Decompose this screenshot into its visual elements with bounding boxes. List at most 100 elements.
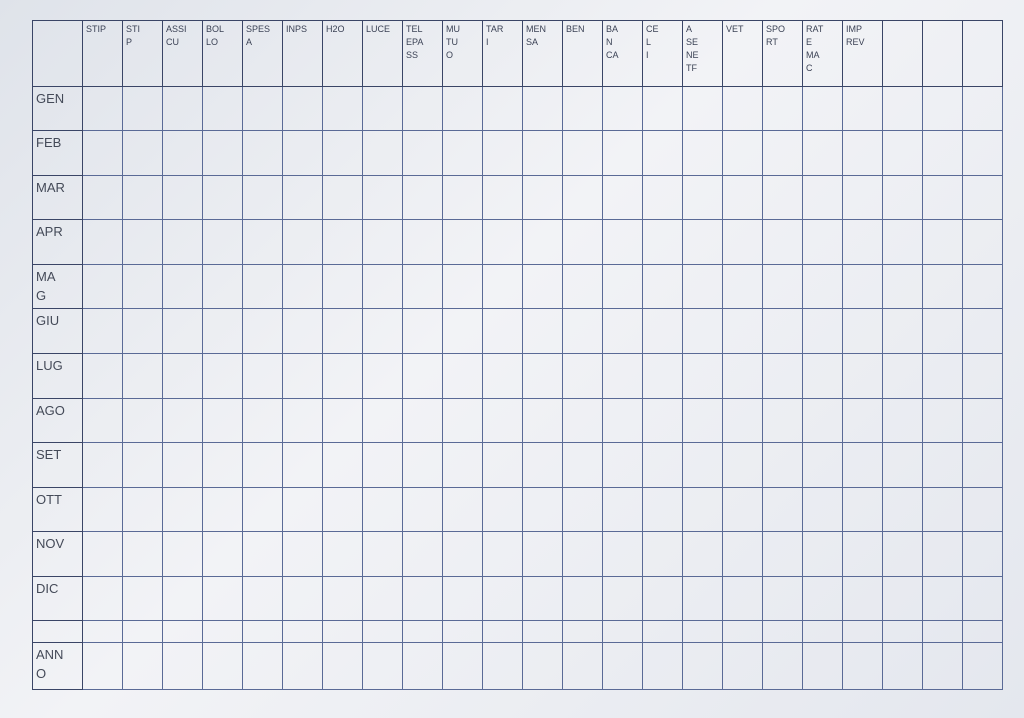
table-cell: [202, 397, 243, 444]
table-cell: [162, 531, 203, 577]
table-cell: [762, 575, 803, 622]
table-cell: [522, 642, 563, 690]
table-cell: [442, 130, 483, 176]
column-header: BEN: [562, 20, 603, 87]
table-cell: [722, 308, 763, 354]
column-header: INPS: [282, 20, 323, 87]
table-cell: [202, 130, 243, 176]
table-cell: [442, 642, 483, 690]
table-cell: [442, 174, 483, 221]
table-row: [32, 620, 1003, 644]
table-cell: [882, 531, 923, 577]
column-header: STIP: [82, 20, 123, 87]
column-header: MU TU O: [442, 20, 483, 87]
table-cell: [922, 531, 963, 577]
table-cell: [842, 642, 883, 690]
table-cell: [522, 352, 563, 399]
table-cell: [562, 531, 603, 577]
table-cell: [602, 397, 643, 444]
table-row: APR: [32, 219, 1003, 265]
column-header: BA N CA: [602, 20, 643, 87]
table-cell: [682, 442, 723, 488]
table-cell: [122, 531, 163, 577]
row-label: GEN: [32, 85, 83, 132]
table-cell: [642, 486, 683, 533]
table-cell: [162, 263, 203, 310]
table-row: MA G: [32, 263, 1003, 310]
table-cell: [402, 219, 443, 265]
table-cell: [802, 352, 843, 399]
table-cell: [802, 642, 843, 690]
table-cell: [722, 531, 763, 577]
table-cell: [762, 130, 803, 176]
table-cell: [882, 486, 923, 533]
table-cell: [842, 620, 883, 644]
table-cell: [122, 620, 163, 644]
table-cell: [882, 397, 923, 444]
table-cell: [522, 263, 563, 310]
table-cell: [802, 130, 843, 176]
table-cell: [122, 263, 163, 310]
table-cell: [522, 130, 563, 176]
table-cell: [82, 219, 123, 265]
table-cell: [522, 575, 563, 622]
table-cell: [482, 85, 523, 132]
table-cell: [402, 442, 443, 488]
table-cell: [722, 442, 763, 488]
table-cell: [82, 642, 123, 690]
table-cell: [162, 130, 203, 176]
table-cell: [682, 642, 723, 690]
row-label: OTT: [32, 486, 83, 533]
table-cell: [762, 85, 803, 132]
table-cell: [122, 486, 163, 533]
table-cell: [282, 442, 323, 488]
table-cell: [762, 486, 803, 533]
table-cell: [682, 575, 723, 622]
table-cell: [482, 642, 523, 690]
table-cell: [962, 620, 1003, 644]
table-cell: [602, 85, 643, 132]
column-header: SPES A: [242, 20, 283, 87]
table-cell: [402, 85, 443, 132]
table-cell: [842, 397, 883, 444]
table-cell: [602, 130, 643, 176]
row-label: AGO: [32, 397, 83, 444]
table-cell: [202, 531, 243, 577]
table-cell: [762, 219, 803, 265]
table-cell: [82, 174, 123, 221]
table-cell: [282, 85, 323, 132]
table-cell: [442, 575, 483, 622]
table-cell: [162, 219, 203, 265]
table-cell: [562, 85, 603, 132]
table-cell: [562, 642, 603, 690]
table-cell: [962, 85, 1003, 132]
table-cell: [762, 174, 803, 221]
table-cell: [402, 620, 443, 644]
table-cell: [482, 620, 523, 644]
table-cell: [682, 531, 723, 577]
table-cell: [722, 575, 763, 622]
table-row: SET: [32, 442, 1003, 488]
table-cell: [642, 308, 683, 354]
table-row: NOV: [32, 531, 1003, 577]
table-cell: [802, 575, 843, 622]
table-cell: [762, 531, 803, 577]
row-label: LUG: [32, 352, 83, 399]
table-row: OTT: [32, 486, 1003, 533]
table-cell: [282, 397, 323, 444]
table-cell: [962, 486, 1003, 533]
table-cell: [82, 531, 123, 577]
table-cell: [682, 352, 723, 399]
column-header: A SE NE TF: [682, 20, 723, 87]
table-cell: [82, 85, 123, 132]
table-cell: [882, 130, 923, 176]
table-cell: [282, 642, 323, 690]
table-cell: [962, 531, 1003, 577]
table-cell: [202, 642, 243, 690]
table-cell: [762, 308, 803, 354]
table-cell: [962, 575, 1003, 622]
table-cell: [402, 352, 443, 399]
table-cell: [242, 486, 283, 533]
table-cell: [642, 219, 683, 265]
table-cell: [602, 442, 643, 488]
